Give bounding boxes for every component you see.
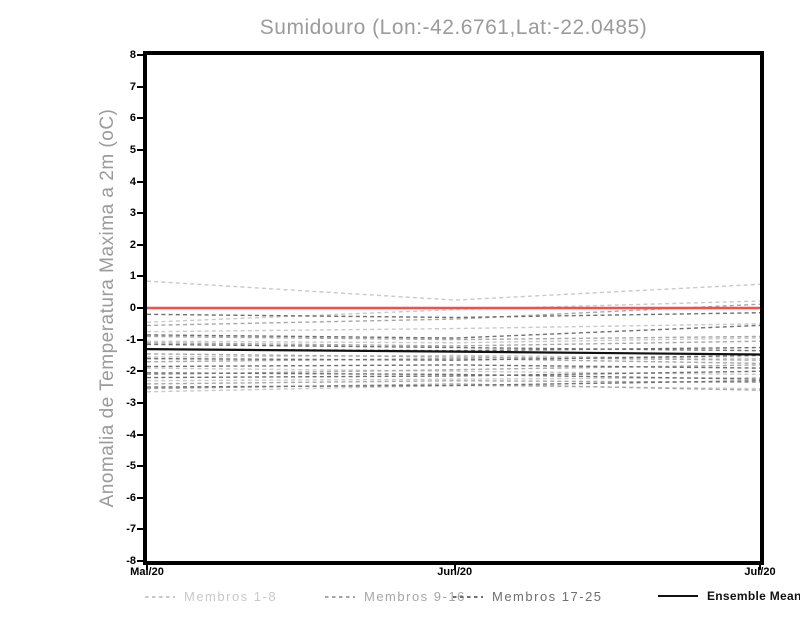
legend-label: Membros 9-16: [364, 589, 466, 604]
x-tick-label: Jul/20: [744, 566, 776, 578]
y-tick-label: 0: [129, 302, 136, 314]
y-tick-mark: [137, 401, 143, 404]
legend-label: Ensemble Mean: [707, 589, 800, 603]
x-tick-label: Mai/20: [130, 566, 164, 578]
y-tick-label: 4: [129, 175, 136, 188]
y-tick-label: 8: [129, 49, 136, 61]
y-tick-mark: [137, 307, 143, 309]
y-tick-label: 1: [129, 270, 136, 283]
legend-label: Membros 17-25: [492, 589, 603, 604]
x-tick-mark: [759, 565, 761, 570]
y-tick-label: 3: [129, 207, 136, 220]
legend-item: Membros 9-16: [325, 589, 466, 604]
y-tick-label: 6: [129, 112, 136, 125]
member-line-group-1: [147, 323, 760, 333]
y-tick-mark: [137, 243, 143, 246]
member-line-group-2: [147, 340, 760, 347]
y-tick-mark: [137, 433, 143, 436]
y-tick-mark: [137, 275, 143, 278]
y-tick-label: 2: [129, 238, 136, 251]
y-tick-label: -1: [126, 333, 136, 346]
legend-item: Ensemble Mean: [658, 589, 800, 603]
y-tick-mark: [137, 117, 143, 120]
legend-item: Membros 17-25: [453, 589, 603, 604]
y-tick-mark: [137, 54, 143, 56]
dashed-line-swatch: [453, 595, 483, 598]
solid-line-swatch: [658, 595, 698, 597]
y-tick-label: -3: [126, 396, 136, 409]
member-line-group-2: [147, 335, 760, 341]
member-line-group-2: [147, 357, 760, 365]
x-tick-mark: [453, 565, 456, 570]
y-tick-mark: [137, 85, 143, 88]
y-tick-label: -2: [126, 365, 136, 378]
y-tick-mark: [137, 496, 143, 499]
member-line-group-1: [147, 367, 760, 376]
y-tick-mark: [137, 370, 143, 373]
y-tick-label: -4: [126, 428, 136, 441]
member-line-group-3: [147, 324, 760, 339]
y-tick-mark: [137, 148, 143, 151]
chart-title: Sumidouro (Lon:-42.6761,Lat:-22.0485): [259, 16, 648, 39]
y-tick-label: 5: [129, 143, 136, 156]
member-line-group-3: [147, 370, 760, 379]
member-line-group-1: [147, 337, 760, 344]
member-line-group-1: [147, 300, 760, 323]
y-tick-mark: [137, 180, 143, 183]
legend-item: Membros 1-8: [145, 589, 277, 604]
member-line-group-3: [147, 312, 760, 319]
y-tick-mark: [137, 212, 143, 215]
y-tick-label: -5: [126, 460, 136, 473]
y-tick-label: -8: [126, 555, 136, 567]
ensemble-mean-line: [147, 348, 760, 356]
member-line-group-1: [147, 280, 760, 301]
member-line-group-3: [147, 380, 760, 388]
member-line-group-3: [147, 372, 760, 380]
dashed-line-swatch: [325, 595, 355, 598]
dashed-line-swatch: [145, 595, 175, 598]
y-tick-label: -7: [126, 523, 136, 536]
x-tick-mark: [146, 565, 148, 570]
y-tick-mark: [137, 338, 143, 341]
x-tick-label: Jun/20: [437, 566, 473, 578]
plot-area: [143, 51, 764, 565]
y-tick-label: 7: [129, 80, 136, 93]
member-line-group-3: [147, 364, 760, 369]
y-tick-mark: [137, 528, 143, 531]
y-tick-mark: [137, 560, 143, 562]
member-line-group-3: [147, 354, 760, 361]
y-tick-mark: [137, 465, 143, 468]
y-tick-label: -6: [126, 491, 136, 504]
plot-lines-canvas: [147, 280, 760, 393]
member-line-group-2: [147, 353, 760, 361]
member-line-group-3: [147, 343, 760, 352]
legend-label: Membros 1-8: [184, 589, 278, 604]
